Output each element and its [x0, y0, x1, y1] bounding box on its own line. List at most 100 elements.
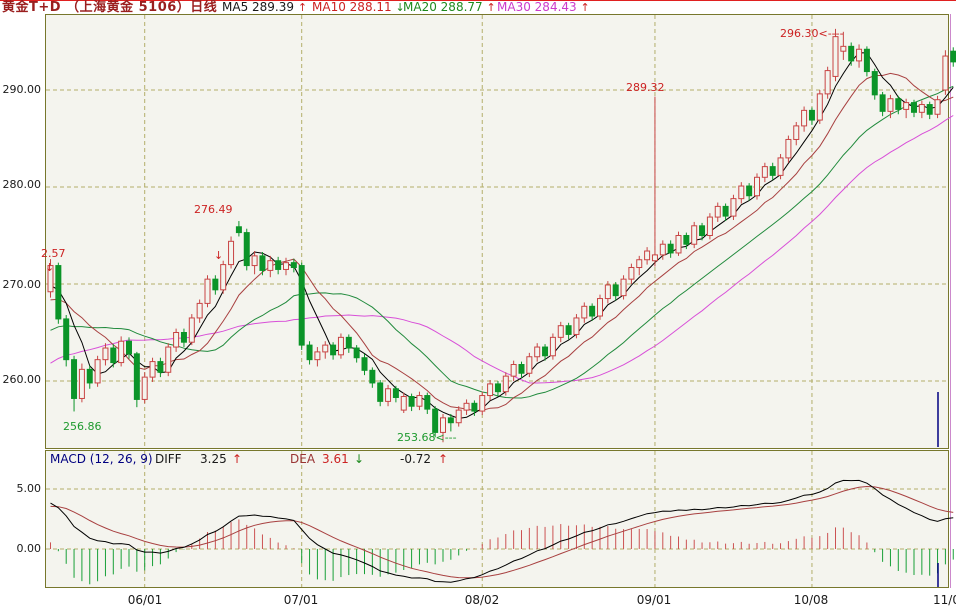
- candle-body: [165, 346, 172, 373]
- ma5-legend: MA5 289.39 ↑: [222, 1, 307, 15]
- candle-body: [102, 347, 109, 361]
- candle-body: [612, 284, 619, 297]
- candle-body: [887, 98, 894, 112]
- dea-line: [50, 485, 954, 579]
- candle-body: [777, 157, 784, 176]
- candle-body: [479, 395, 486, 412]
- up-arrow-icon: ↑: [486, 1, 496, 14]
- candle-body: [903, 102, 910, 110]
- candle-body: [235, 226, 242, 234]
- candle-body: [400, 396, 407, 411]
- y-axis-tick-270: 270.00: [2, 278, 42, 291]
- candle-body: [542, 346, 549, 357]
- candle-body: [141, 376, 148, 400]
- candle-body: [879, 94, 886, 112]
- candle-body: [78, 368, 85, 399]
- candle-body: [149, 361, 156, 378]
- ma20-name: MA20: [403, 0, 437, 14]
- x-axis-tick-jun: 06/01: [127, 593, 163, 607]
- ma20-legend: MA20 288.77 ↑: [403, 0, 496, 15]
- candle-body: [71, 359, 78, 399]
- x-axis-tick-oct: 10/08: [793, 593, 829, 607]
- candle-body: [306, 344, 313, 361]
- candle-body: [644, 250, 651, 261]
- candles-group: [47, 28, 956, 443]
- candle-body: [565, 325, 572, 335]
- dif-line: [50, 479, 954, 583]
- x-axis-tick-nov: 11/0: [933, 593, 956, 607]
- candle-body: [706, 216, 713, 237]
- x-axis-tick-jul: 07/01: [283, 593, 319, 607]
- candle-body: [487, 383, 494, 397]
- candle-body: [722, 205, 729, 217]
- candle-body: [110, 347, 117, 364]
- candle-body: [589, 305, 596, 317]
- candle-body: [856, 48, 863, 62]
- candle-body: [871, 71, 878, 96]
- candle-body: [911, 102, 917, 113]
- candle-body: [534, 346, 541, 358]
- candle-body: [337, 336, 344, 356]
- ma30-name: MA30: [497, 0, 531, 14]
- candle-body: [361, 357, 368, 371]
- candle-body: [793, 125, 800, 140]
- candle-body: [133, 353, 140, 400]
- ma5-line: [50, 52, 954, 419]
- candle-body: [385, 388, 392, 402]
- candle-body: [330, 344, 337, 356]
- candle-body: [369, 369, 376, 384]
- candle-body: [416, 395, 423, 407]
- candle-body: [628, 267, 635, 280]
- candle-body: [581, 305, 588, 319]
- ma10-value: 288.11: [349, 0, 392, 14]
- candle-body: [730, 198, 737, 217]
- candle-body: [950, 50, 956, 63]
- candle-body: [455, 409, 462, 424]
- y-axis-tick-260: 260.00: [2, 373, 42, 386]
- candle-body: [220, 264, 227, 291]
- candle-body: [196, 302, 203, 319]
- candle-body: [424, 395, 431, 410]
- chart-title: 黄金T+D （上海黄金 5106）日线: [2, 0, 218, 15]
- candle-body: [761, 166, 768, 178]
- candle-body: [463, 402, 470, 411]
- candle-body: [651, 254, 658, 262]
- candle-body: [157, 361, 164, 373]
- candle-body: [314, 351, 321, 361]
- candle-body: [714, 205, 721, 218]
- candle-body: [510, 364, 517, 377]
- candle-body: [754, 176, 760, 197]
- price-annotation: 276.49: [194, 203, 233, 216]
- candle-body: [94, 359, 101, 384]
- candle-body: [824, 70, 831, 95]
- price-annotation: 2.57: [41, 247, 66, 260]
- candle-body: [447, 417, 454, 424]
- price-panel: [45, 14, 949, 449]
- macd-axis-tick-5: 5.00: [16, 482, 42, 495]
- candle-body: [573, 317, 580, 335]
- candle-body: [895, 98, 902, 110]
- candle-body: [377, 382, 384, 402]
- candle-body: [675, 235, 682, 254]
- ma20-line: [50, 85, 954, 399]
- candle-body: [785, 138, 792, 159]
- down-arrow-icon: ↓: [354, 452, 365, 466]
- candle-body: [549, 336, 556, 357]
- x-axis-tick-aug: 08/02: [464, 593, 500, 607]
- candle-body: [322, 344, 329, 353]
- candle-body: [494, 383, 501, 393]
- candle-body: [275, 260, 282, 270]
- candle-body: [557, 325, 564, 338]
- ma10-legend: MA10 288.11 ↓: [312, 0, 405, 15]
- candle-body: [667, 243, 674, 254]
- candle-body: [353, 347, 360, 359]
- price-annotation: ↓: [45, 261, 54, 274]
- y-axis-tick-280: 280.00: [2, 178, 42, 191]
- candle-body: [173, 332, 180, 348]
- candle-body: [746, 185, 753, 197]
- candle-body: [518, 364, 525, 374]
- candle-body: [848, 45, 855, 62]
- macd-bar-value: -0.72: [400, 452, 432, 466]
- candle-body: [290, 262, 297, 269]
